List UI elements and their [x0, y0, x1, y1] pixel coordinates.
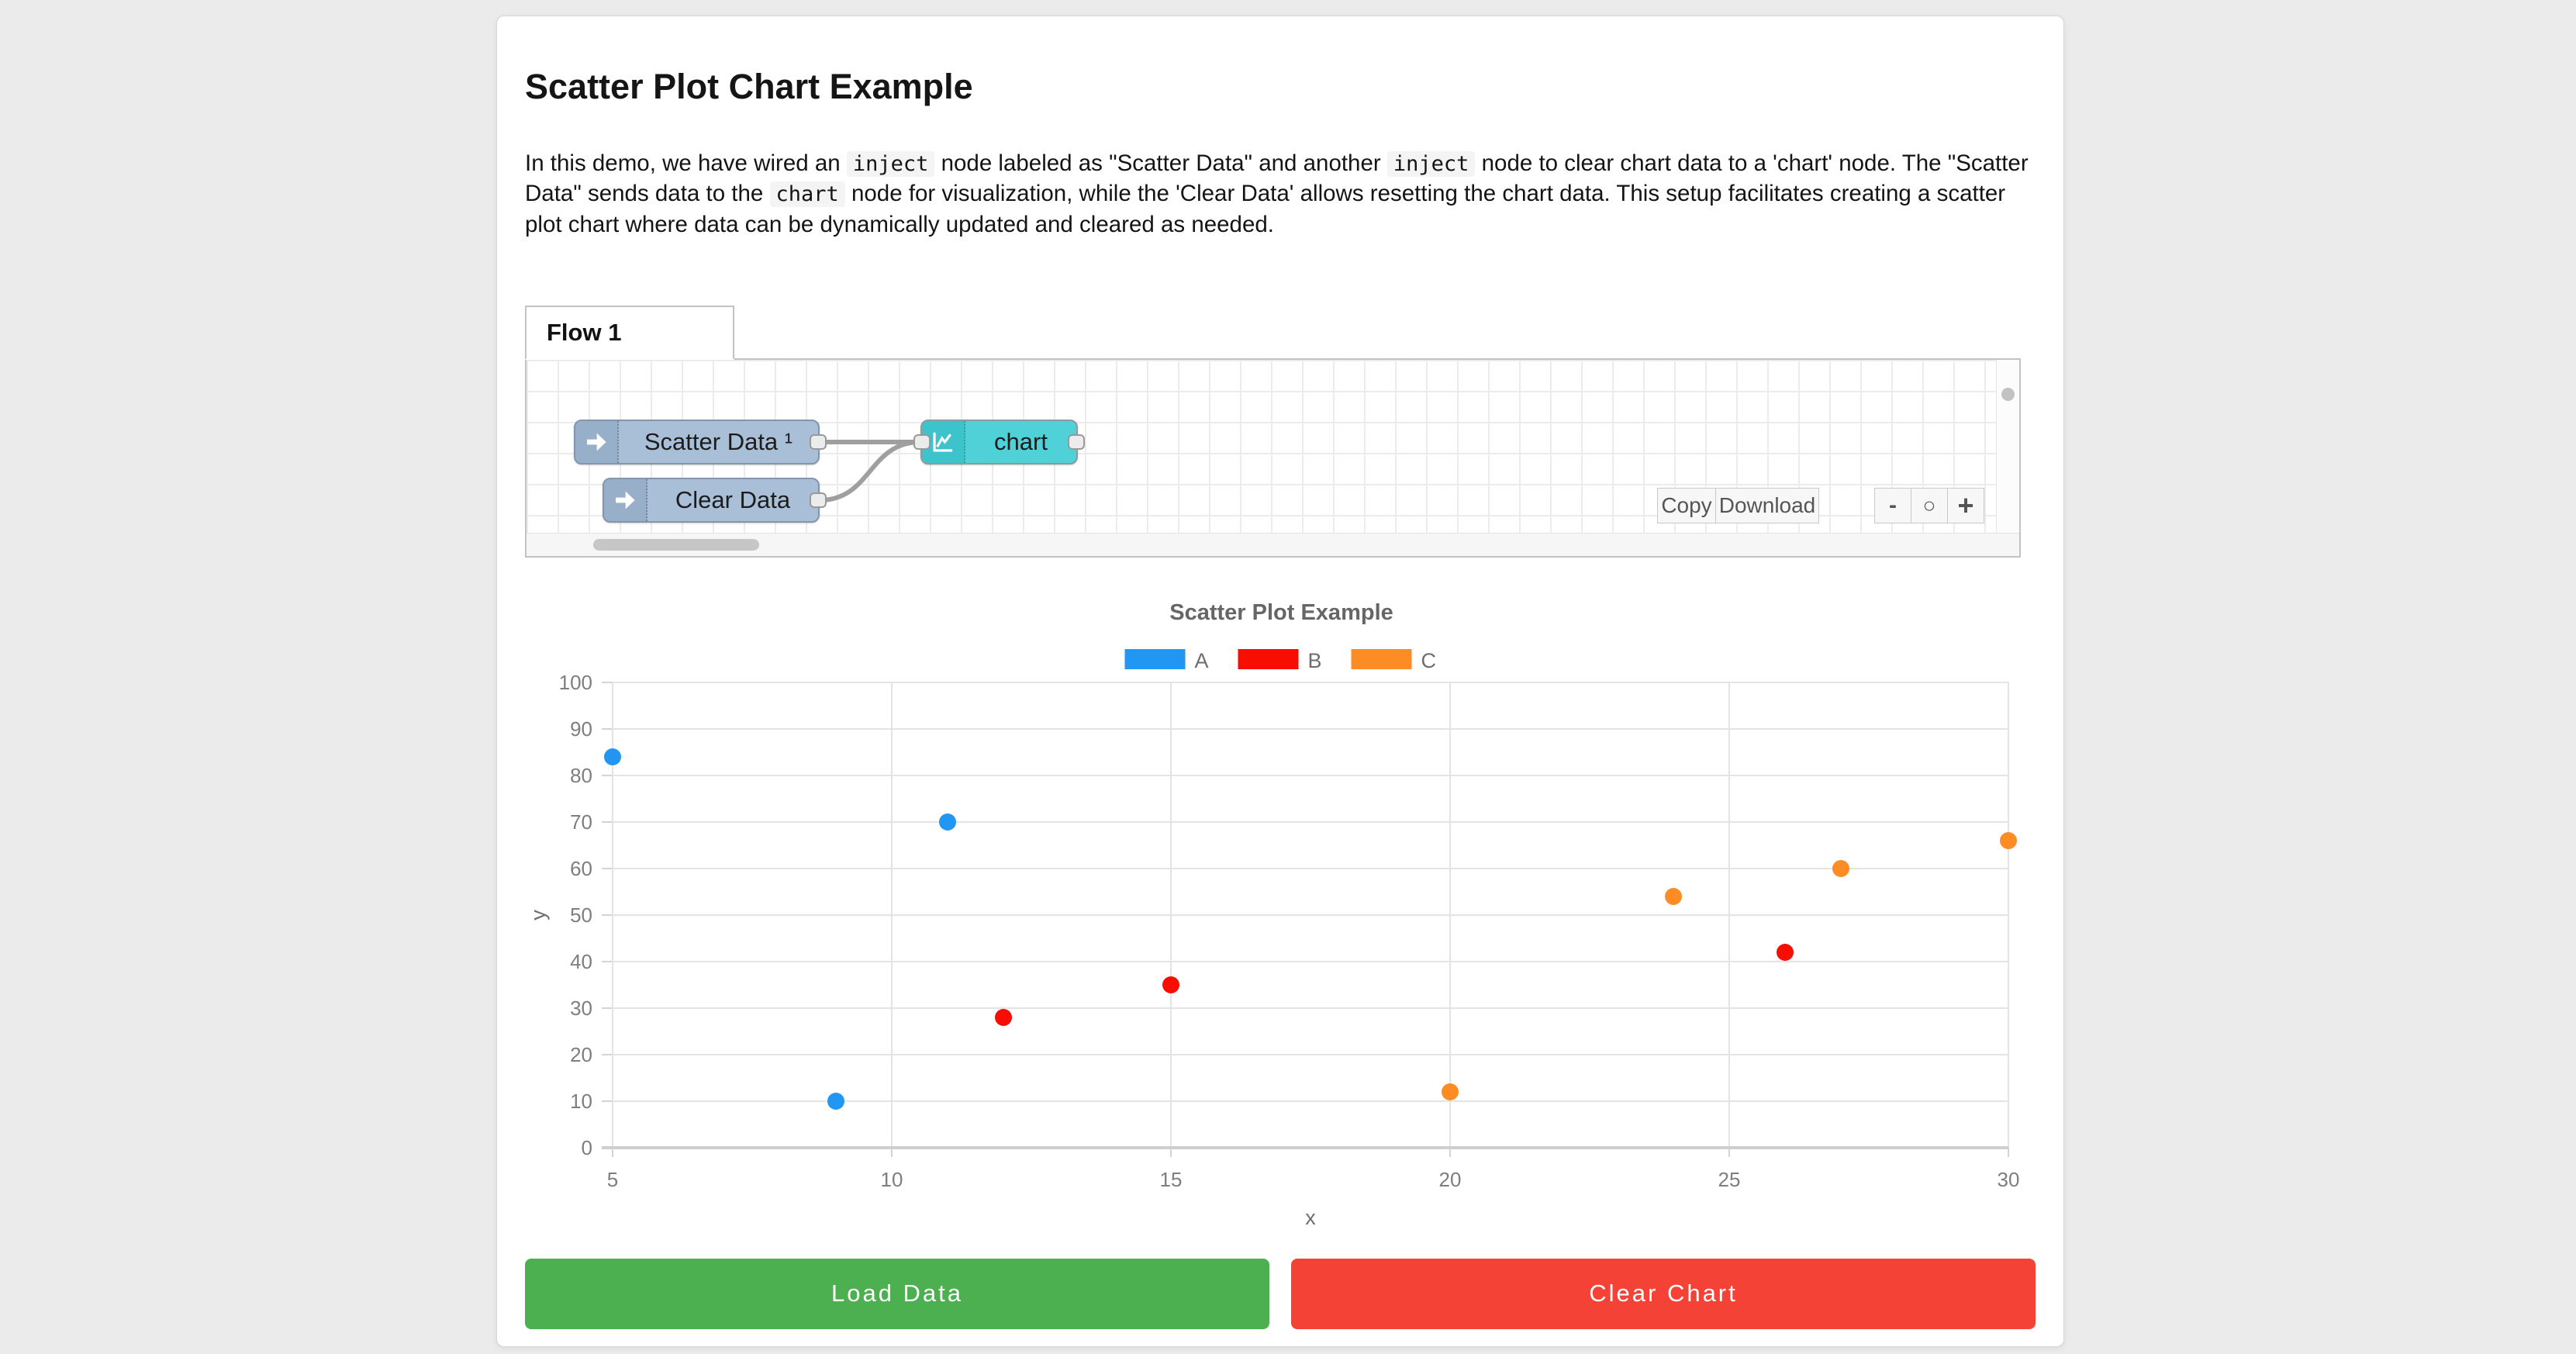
chart-text: 70 — [570, 810, 592, 834]
zoom-reset-button[interactable]: ○ — [1911, 487, 1948, 523]
chart-text: 0 — [582, 1136, 592, 1159]
legend-item-A[interactable]: A — [1124, 648, 1209, 672]
chart-text: 30 — [1998, 1168, 2020, 1191]
legend-swatch — [1238, 648, 1299, 669]
chart-text: C — [1421, 649, 1437, 672]
flow-tab[interactable]: Flow 1 — [525, 305, 734, 360]
chart-text: x — [1305, 1206, 1316, 1229]
download-button[interactable]: Download — [1715, 487, 1819, 523]
chart-canvas[interactable]: 0 10 20 30 40 50 60 70 80 90 100 5 10 15 20 25 30 Scatter… — [525, 585, 2038, 1237]
chart-text: Scatter Plot Example — [1169, 600, 1393, 625]
inline-code: inject — [846, 150, 935, 177]
content-card: Scatter Plot Chart Example In this demo,… — [496, 16, 2064, 1347]
horizontal-scrollbar[interactable] — [527, 532, 2019, 556]
legend-swatch — [1124, 648, 1186, 669]
node-label: chart — [994, 427, 1048, 455]
flow-editor: Flow 1 Scatter Data ¹ Clear Data — [525, 305, 2036, 558]
scatter-point[interactable] — [827, 1092, 844, 1110]
chart-text: 40 — [570, 950, 592, 973]
chart-text: A — [1195, 649, 1209, 672]
chart-text: 60 — [570, 857, 592, 880]
description-segment: node labeled as "Scatter Data" and anoth… — [934, 150, 1387, 176]
inline-code: chart — [769, 181, 845, 208]
node-chart[interactable]: chart — [913, 419, 1085, 465]
legend-item-C[interactable]: C — [1351, 648, 1437, 672]
page-title: Scatter Plot Chart Example — [525, 67, 973, 106]
scatter-point[interactable] — [1777, 943, 1794, 961]
description-text: In this demo, we have wired an inject no… — [525, 148, 2036, 240]
chart-text: 10 — [881, 1168, 903, 1191]
scatter-point[interactable] — [604, 748, 621, 765]
chart-text: 20 — [570, 1043, 592, 1066]
chart-text: 50 — [570, 903, 592, 927]
chart-text: 100 — [559, 671, 592, 694]
chart-text: 20 — [1439, 1168, 1462, 1191]
scatter-point[interactable] — [1832, 859, 1849, 877]
scatter-point[interactable] — [2000, 831, 2017, 849]
scatter-point[interactable] — [1442, 1083, 1459, 1100]
output-port[interactable] — [1068, 433, 1085, 450]
chart-text: y — [527, 910, 550, 921]
scatter-point[interactable] — [1665, 887, 1682, 905]
wires-layer — [819, 439, 921, 503]
zoom-in-button[interactable]: + — [1947, 487, 1984, 523]
scatter-point[interactable] — [995, 1008, 1012, 1026]
description-segment: node for visualization, while the 'Clear… — [525, 181, 2006, 238]
chart-text: 90 — [570, 717, 592, 741]
chart-text: 15 — [1160, 1168, 1183, 1191]
series-C[interactable] — [1442, 831, 2017, 1100]
flow-canvas[interactable]: Scatter Data ¹ Clear Data chart — [525, 357, 2021, 558]
wire-clear-to-chart — [819, 439, 921, 503]
inject-arrow-icon — [604, 478, 647, 521]
load-data-button[interactable]: Load Data — [525, 1258, 1269, 1329]
node-label: Clear Data — [675, 485, 791, 513]
clear-chart-button[interactable]: Clear Chart — [1291, 1258, 2036, 1329]
legend-swatch — [1351, 648, 1412, 669]
chart-text: 10 — [570, 1090, 592, 1113]
scatter-point[interactable] — [939, 813, 956, 831]
chart-text: 30 — [570, 997, 592, 1020]
vertical-scrollbar-thumb[interactable] — [2001, 387, 2015, 401]
inject-arrow-icon — [575, 420, 619, 463]
copy-button[interactable]: Copy — [1657, 487, 1716, 523]
chart-text: 5 — [607, 1168, 618, 1191]
horizontal-scrollbar-thumb[interactable] — [593, 538, 759, 551]
flow-tab-label: Flow 1 — [547, 318, 622, 346]
series-A[interactable] — [604, 748, 956, 1110]
legend-item-B[interactable]: B — [1238, 648, 1322, 672]
chart-text: B — [1308, 649, 1322, 672]
zoom-out-button[interactable]: - — [1874, 487, 1911, 523]
node-label: Scatter Data ¹ — [644, 427, 793, 455]
series-B[interactable] — [995, 943, 1794, 1026]
chart-text: 80 — [570, 764, 592, 787]
description-segment: node to clear chart data to a 'chart' no… — [525, 150, 2029, 207]
node-clear-data[interactable]: Clear Data — [603, 477, 827, 523]
node-scatter-data[interactable]: Scatter Data ¹ — [574, 419, 827, 465]
output-port[interactable] — [810, 492, 827, 508]
scatter-point[interactable] — [1162, 976, 1179, 993]
inline-code: inject — [1386, 150, 1476, 177]
action-buttons: Load Data Clear Chart — [525, 1258, 2036, 1329]
description-segment: In this demo, we have wired an — [525, 150, 847, 176]
chart-text: 25 — [1718, 1168, 1741, 1191]
output-port[interactable] — [810, 433, 827, 450]
input-port[interactable] — [913, 433, 931, 450]
vertical-scrollbar[interactable] — [1996, 359, 2019, 533]
